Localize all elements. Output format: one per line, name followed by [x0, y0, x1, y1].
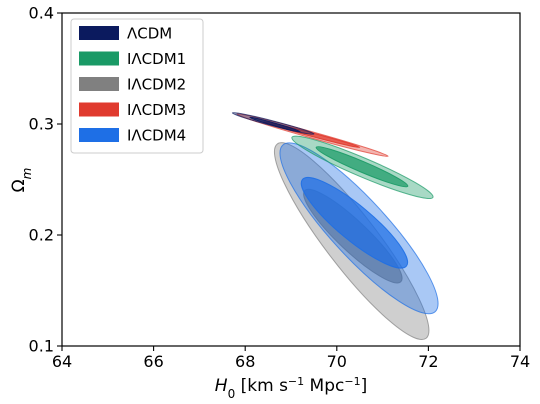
axis-labels: H0 [km s−1 Mpc−1] Ωm: [9, 168, 367, 401]
x-tick-label: 64: [52, 352, 72, 371]
x-tick-label: 70: [327, 352, 347, 371]
legend-swatch-ilcdm4: [79, 128, 119, 142]
series-ilcdm1-contours: [291, 135, 434, 199]
y-tick-label: 0.3: [29, 115, 54, 134]
contour-ilcdm4-1sigma: [300, 177, 409, 269]
x-axis-label: H0 [km s−1 Mpc−1]: [215, 375, 367, 402]
y-tick-label: 0.1: [29, 337, 54, 356]
x-tick-label: 72: [418, 352, 438, 371]
contour-lcdm-1sigma: [249, 116, 301, 133]
legend-swatch-ilcdm3: [79, 102, 119, 117]
series-ilcdm4-contours: [279, 142, 439, 315]
legend-label-ilcdm4: IΛCDM4: [127, 127, 186, 145]
x-tick-label: 66: [143, 352, 163, 371]
y-tick-label: 0.2: [29, 226, 54, 245]
legend-swatch-lcdm: [79, 26, 119, 40]
legend-swatch-ilcdm2: [79, 77, 119, 91]
ticks-layer: 64 66 68 70 72 74 0.1 0.2 0.3 0.4: [29, 4, 531, 372]
legend-label-ilcdm2: IΛCDM2: [127, 76, 186, 94]
legend-label-lcdm: ΛCDM: [127, 25, 172, 43]
x-tick-label: 74: [510, 352, 530, 371]
legend-label-ilcdm3: IΛCDM3: [127, 101, 186, 119]
y-axis-label: Ωm: [9, 168, 34, 193]
contour-ilcdm1-1sigma: [315, 146, 409, 188]
legend-label-ilcdm1: IΛCDM1: [127, 50, 186, 68]
legend: ΛCDM IΛCDM1 IΛCDM2 IΛCDM3 IΛCDM4: [70, 18, 204, 154]
x-tick-label: 68: [235, 352, 255, 371]
legend-swatch-ilcdm1: [79, 51, 119, 66]
contours-layer: [231, 112, 439, 341]
plot-frame: [61, 12, 521, 347]
series-lcdm-contours: [231, 112, 315, 135]
y-tick-label: 0.4: [29, 4, 54, 23]
